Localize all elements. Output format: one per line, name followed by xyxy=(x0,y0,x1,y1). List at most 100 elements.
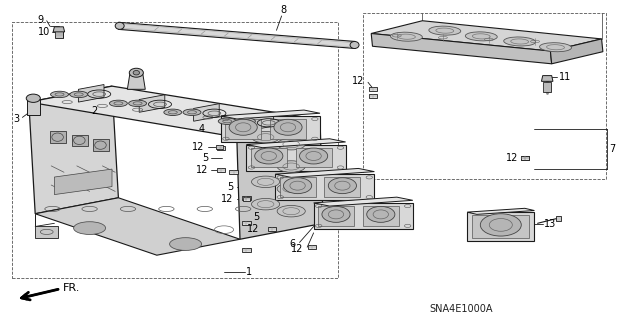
Bar xyxy=(369,94,378,98)
Polygon shape xyxy=(314,203,413,229)
Ellipse shape xyxy=(237,118,255,124)
Text: 5: 5 xyxy=(253,212,259,222)
Bar xyxy=(230,170,238,174)
Bar xyxy=(243,196,251,201)
Polygon shape xyxy=(29,86,320,137)
Ellipse shape xyxy=(129,68,143,77)
Text: 12: 12 xyxy=(221,194,234,204)
Polygon shape xyxy=(118,22,355,48)
Ellipse shape xyxy=(74,222,106,234)
Ellipse shape xyxy=(284,178,312,194)
Text: 12: 12 xyxy=(193,142,205,152)
Polygon shape xyxy=(53,27,65,32)
Text: 7: 7 xyxy=(609,144,616,154)
Ellipse shape xyxy=(277,138,305,150)
Bar xyxy=(270,119,306,139)
Text: 8: 8 xyxy=(280,5,287,15)
Text: 12: 12 xyxy=(291,244,303,254)
Ellipse shape xyxy=(367,206,395,222)
Bar xyxy=(251,148,287,167)
Text: SNA4E1000A: SNA4E1000A xyxy=(429,304,493,315)
Polygon shape xyxy=(27,99,40,115)
Bar xyxy=(243,248,251,253)
Polygon shape xyxy=(371,21,602,51)
Ellipse shape xyxy=(26,94,40,102)
Bar xyxy=(93,139,109,151)
Text: 2: 2 xyxy=(92,106,98,116)
Ellipse shape xyxy=(350,41,359,48)
Text: 5: 5 xyxy=(227,182,234,192)
Bar xyxy=(50,131,66,143)
Ellipse shape xyxy=(109,100,127,107)
Polygon shape xyxy=(467,212,534,241)
Ellipse shape xyxy=(465,32,497,41)
Polygon shape xyxy=(275,168,374,177)
Text: 12: 12 xyxy=(247,224,259,234)
Ellipse shape xyxy=(229,119,257,135)
Polygon shape xyxy=(221,116,320,142)
Ellipse shape xyxy=(322,206,350,222)
Bar xyxy=(12,22,338,278)
Ellipse shape xyxy=(252,154,280,165)
Text: 1: 1 xyxy=(246,267,253,277)
Ellipse shape xyxy=(300,148,328,164)
Bar xyxy=(324,177,360,197)
Polygon shape xyxy=(467,208,534,214)
Text: 9: 9 xyxy=(37,15,44,25)
Text: 10: 10 xyxy=(38,27,50,37)
Bar xyxy=(521,156,529,160)
Ellipse shape xyxy=(252,131,280,143)
Bar xyxy=(369,87,377,91)
Polygon shape xyxy=(79,85,104,102)
Ellipse shape xyxy=(429,26,461,35)
Ellipse shape xyxy=(51,91,68,98)
Ellipse shape xyxy=(255,148,283,164)
Bar xyxy=(556,216,561,221)
Polygon shape xyxy=(221,110,320,119)
Text: 3: 3 xyxy=(13,114,19,124)
Polygon shape xyxy=(275,174,374,200)
Text: 6: 6 xyxy=(289,239,296,249)
Bar xyxy=(72,135,88,146)
Text: 12: 12 xyxy=(353,76,365,86)
Ellipse shape xyxy=(183,109,201,115)
Ellipse shape xyxy=(504,37,536,46)
Text: 4: 4 xyxy=(198,124,205,134)
Bar xyxy=(521,156,529,160)
Ellipse shape xyxy=(170,238,202,250)
Polygon shape xyxy=(193,104,219,121)
Ellipse shape xyxy=(540,43,572,52)
Bar xyxy=(308,245,316,249)
Ellipse shape xyxy=(252,176,280,188)
Bar xyxy=(225,119,261,139)
Polygon shape xyxy=(127,73,145,89)
Polygon shape xyxy=(246,145,346,171)
Polygon shape xyxy=(54,169,112,195)
Polygon shape xyxy=(541,76,553,81)
Ellipse shape xyxy=(133,70,140,75)
Text: 12: 12 xyxy=(196,165,208,175)
Text: 12: 12 xyxy=(506,152,518,163)
Ellipse shape xyxy=(218,118,236,124)
Ellipse shape xyxy=(390,32,422,41)
Text: 5: 5 xyxy=(202,152,208,163)
Bar xyxy=(216,145,225,150)
Text: 13: 13 xyxy=(544,219,556,229)
Bar xyxy=(296,148,332,167)
Bar xyxy=(472,215,529,238)
Bar xyxy=(363,206,399,226)
Ellipse shape xyxy=(277,183,305,195)
Polygon shape xyxy=(550,39,603,64)
Bar xyxy=(243,197,250,201)
Ellipse shape xyxy=(70,91,88,98)
Polygon shape xyxy=(314,197,413,206)
Bar xyxy=(55,31,63,38)
Polygon shape xyxy=(140,95,165,112)
Bar xyxy=(318,206,354,226)
Bar xyxy=(216,145,223,149)
Polygon shape xyxy=(237,120,323,239)
Text: 11: 11 xyxy=(559,71,571,82)
Ellipse shape xyxy=(328,178,356,194)
Bar xyxy=(243,221,251,225)
Ellipse shape xyxy=(277,161,305,172)
